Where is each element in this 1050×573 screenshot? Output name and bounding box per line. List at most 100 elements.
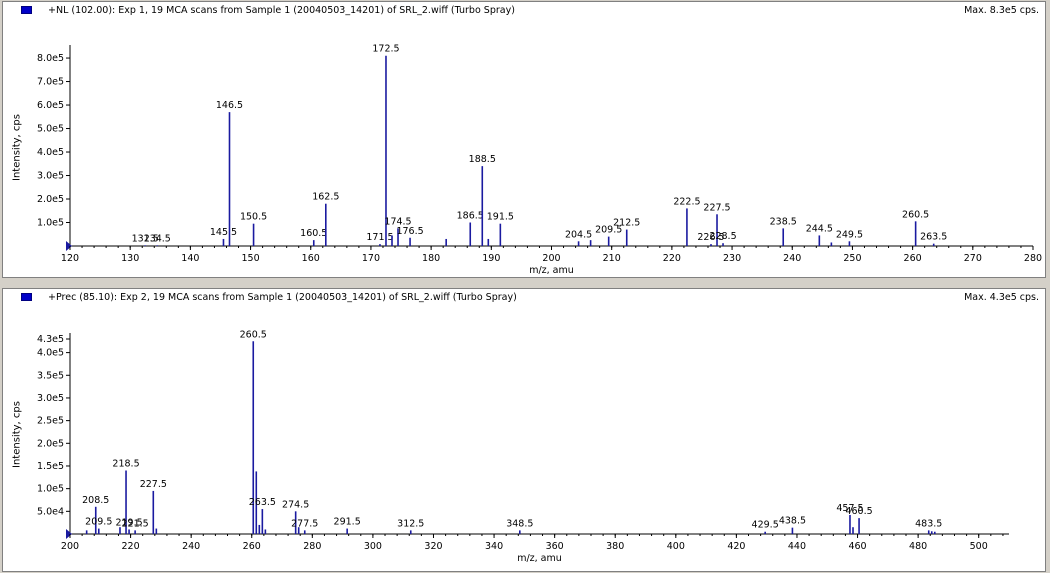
peak-label: 219.5 [115,517,142,528]
peak-label: 348.5 [506,518,533,529]
peak-label: 146.5 [216,100,243,111]
x-tick-label: 500 [970,541,988,552]
x-tick-label: 280 [1024,253,1042,264]
panel-color-icon[interactable] [21,6,32,14]
peak-label: 244.5 [806,223,833,234]
x-tick-label: 220 [122,541,140,552]
x-tick-label: 190 [482,253,500,264]
x-tick-label: 220 [663,253,681,264]
peak-label: 274.5 [282,499,309,510]
peak-label: 460.5 [845,506,872,517]
peak-label: 162.5 [312,192,339,203]
peak-label: 174.5 [384,216,411,227]
y-tick-label: 2.5e5 [37,416,64,427]
peak-label: 226.5 [697,232,724,243]
y-tick-label: 3.0e5 [37,171,64,182]
y-tick-label: 1.5e5 [37,461,64,472]
spectrum-chart-top[interactable]: 120 130 140 150 160 170 180 190 200 210 220 230 240 2… [3,2,1046,278]
peak-label: 150.5 [240,212,267,223]
peak-label: 438.5 [779,516,806,527]
peak-label: 238.5 [770,216,797,227]
peak-label: 176.5 [396,226,423,237]
peak-label: 204.5 [565,229,592,240]
panel-max-label: Max. 8.3e5 cps. [964,5,1039,16]
peak-label: 191.5 [487,212,514,223]
peak-label: 249.5 [836,229,863,240]
peak-label: 312.5 [397,518,424,529]
x-tick-label: 270 [964,253,982,264]
y-tick-label: 3.0e5 [37,393,64,404]
peak-label: 171.5 [366,232,393,243]
y-tick-label: 7.0e5 [37,77,64,88]
x-tick-label: 420 [727,541,745,552]
x-tick-label: 170 [362,253,380,264]
peak-label: 172.5 [372,44,399,55]
x-tick-label: 480 [909,541,927,552]
peak-label: 209.5 [85,517,112,528]
x-tick-label: 150 [241,253,259,264]
x-tick-label: 260 [904,253,922,264]
origin-marker [66,241,72,251]
y-tick-label: 6.0e5 [37,100,64,111]
y-tick-label: 1.0e5 [37,218,64,229]
panel-title: +Prec (85.10): Exp 2, 19 MCA scans from … [48,292,517,303]
y-tick-label: 4.3e5 [37,334,64,345]
y-tick-label: 2.0e5 [37,438,64,449]
x-tick-label: 120 [61,253,79,264]
peak-label: 212.5 [613,218,640,229]
panel-color-icon[interactable] [21,293,32,301]
x-tick-label: 400 [667,541,685,552]
x-tick-label: 260 [243,541,261,552]
spectrum-panel-top: +NL (102.00): Exp 1, 19 MCA scans from S… [2,1,1046,278]
x-tick-label: 200 [61,541,79,552]
spectrum-panel-bottom: +Prec (85.10): Exp 2, 19 MCA scans from … [2,288,1046,572]
peak-label: 429.5 [752,520,779,531]
peak-label: 132.5 [132,233,159,244]
x-tick-label: 340 [485,541,503,552]
x-tick-label: 380 [606,541,624,552]
peak-label: 227.5 [703,202,730,213]
peak-label: 483.5 [915,518,942,529]
x-axis-label: m/z, amu [529,265,574,276]
x-tick-label: 240 [182,541,200,552]
x-axis-label: m/z, amu [517,553,562,564]
y-tick-label: 5.0e4 [37,506,64,517]
peak-label: 260.5 [240,329,267,340]
x-tick-label: 300 [364,541,382,552]
peak-label: 145.5 [210,227,237,238]
x-tick-label: 250 [843,253,861,264]
spectrum-chart-bottom[interactable]: 200 220 240 260 280 300 320 340 360 380 400 420 440 4… [3,289,1046,572]
x-tick-label: 320 [424,541,442,552]
y-tick-label: 8.0e5 [37,53,64,64]
peak-label: 186.5 [457,211,484,222]
y-tick-label: 1.0e5 [37,484,64,495]
x-tick-label: 280 [303,541,321,552]
peak-label: 228.5 [709,231,736,242]
peak-label: 260.5 [902,209,929,220]
x-tick-label: 240 [783,253,801,264]
peak-label: 218.5 [112,459,139,470]
peak-label: 277.5 [291,518,318,529]
x-tick-label: 160 [302,253,320,264]
x-tick-label: 180 [422,253,440,264]
x-tick-label: 140 [181,253,199,264]
peak-label: 209.5 [595,225,622,236]
y-tick-label: 2.0e5 [37,194,64,205]
x-tick-label: 460 [848,541,866,552]
peak-label: 222.5 [673,196,700,207]
peak-label: 208.5 [82,495,109,506]
peak-label: 457.5 [836,503,863,514]
y-tick-label: 3.5e5 [37,370,64,381]
peak-label: 291.5 [334,517,361,528]
peak-label: 221.5 [122,518,149,529]
y-tick-label: 4.0e5 [37,147,64,158]
panel-max-label: Max. 4.3e5 cps. [964,292,1039,303]
y-tick-label: 4.0e5 [37,348,64,359]
y-tick-label: 5.0e5 [37,124,64,135]
panel-title: +NL (102.00): Exp 1, 19 MCA scans from S… [48,5,515,16]
x-tick-label: 200 [542,253,560,264]
origin-marker [66,529,72,539]
x-tick-label: 130 [121,253,139,264]
peak-label: 263.5 [920,232,947,243]
peak-label: 263.5 [249,497,276,508]
